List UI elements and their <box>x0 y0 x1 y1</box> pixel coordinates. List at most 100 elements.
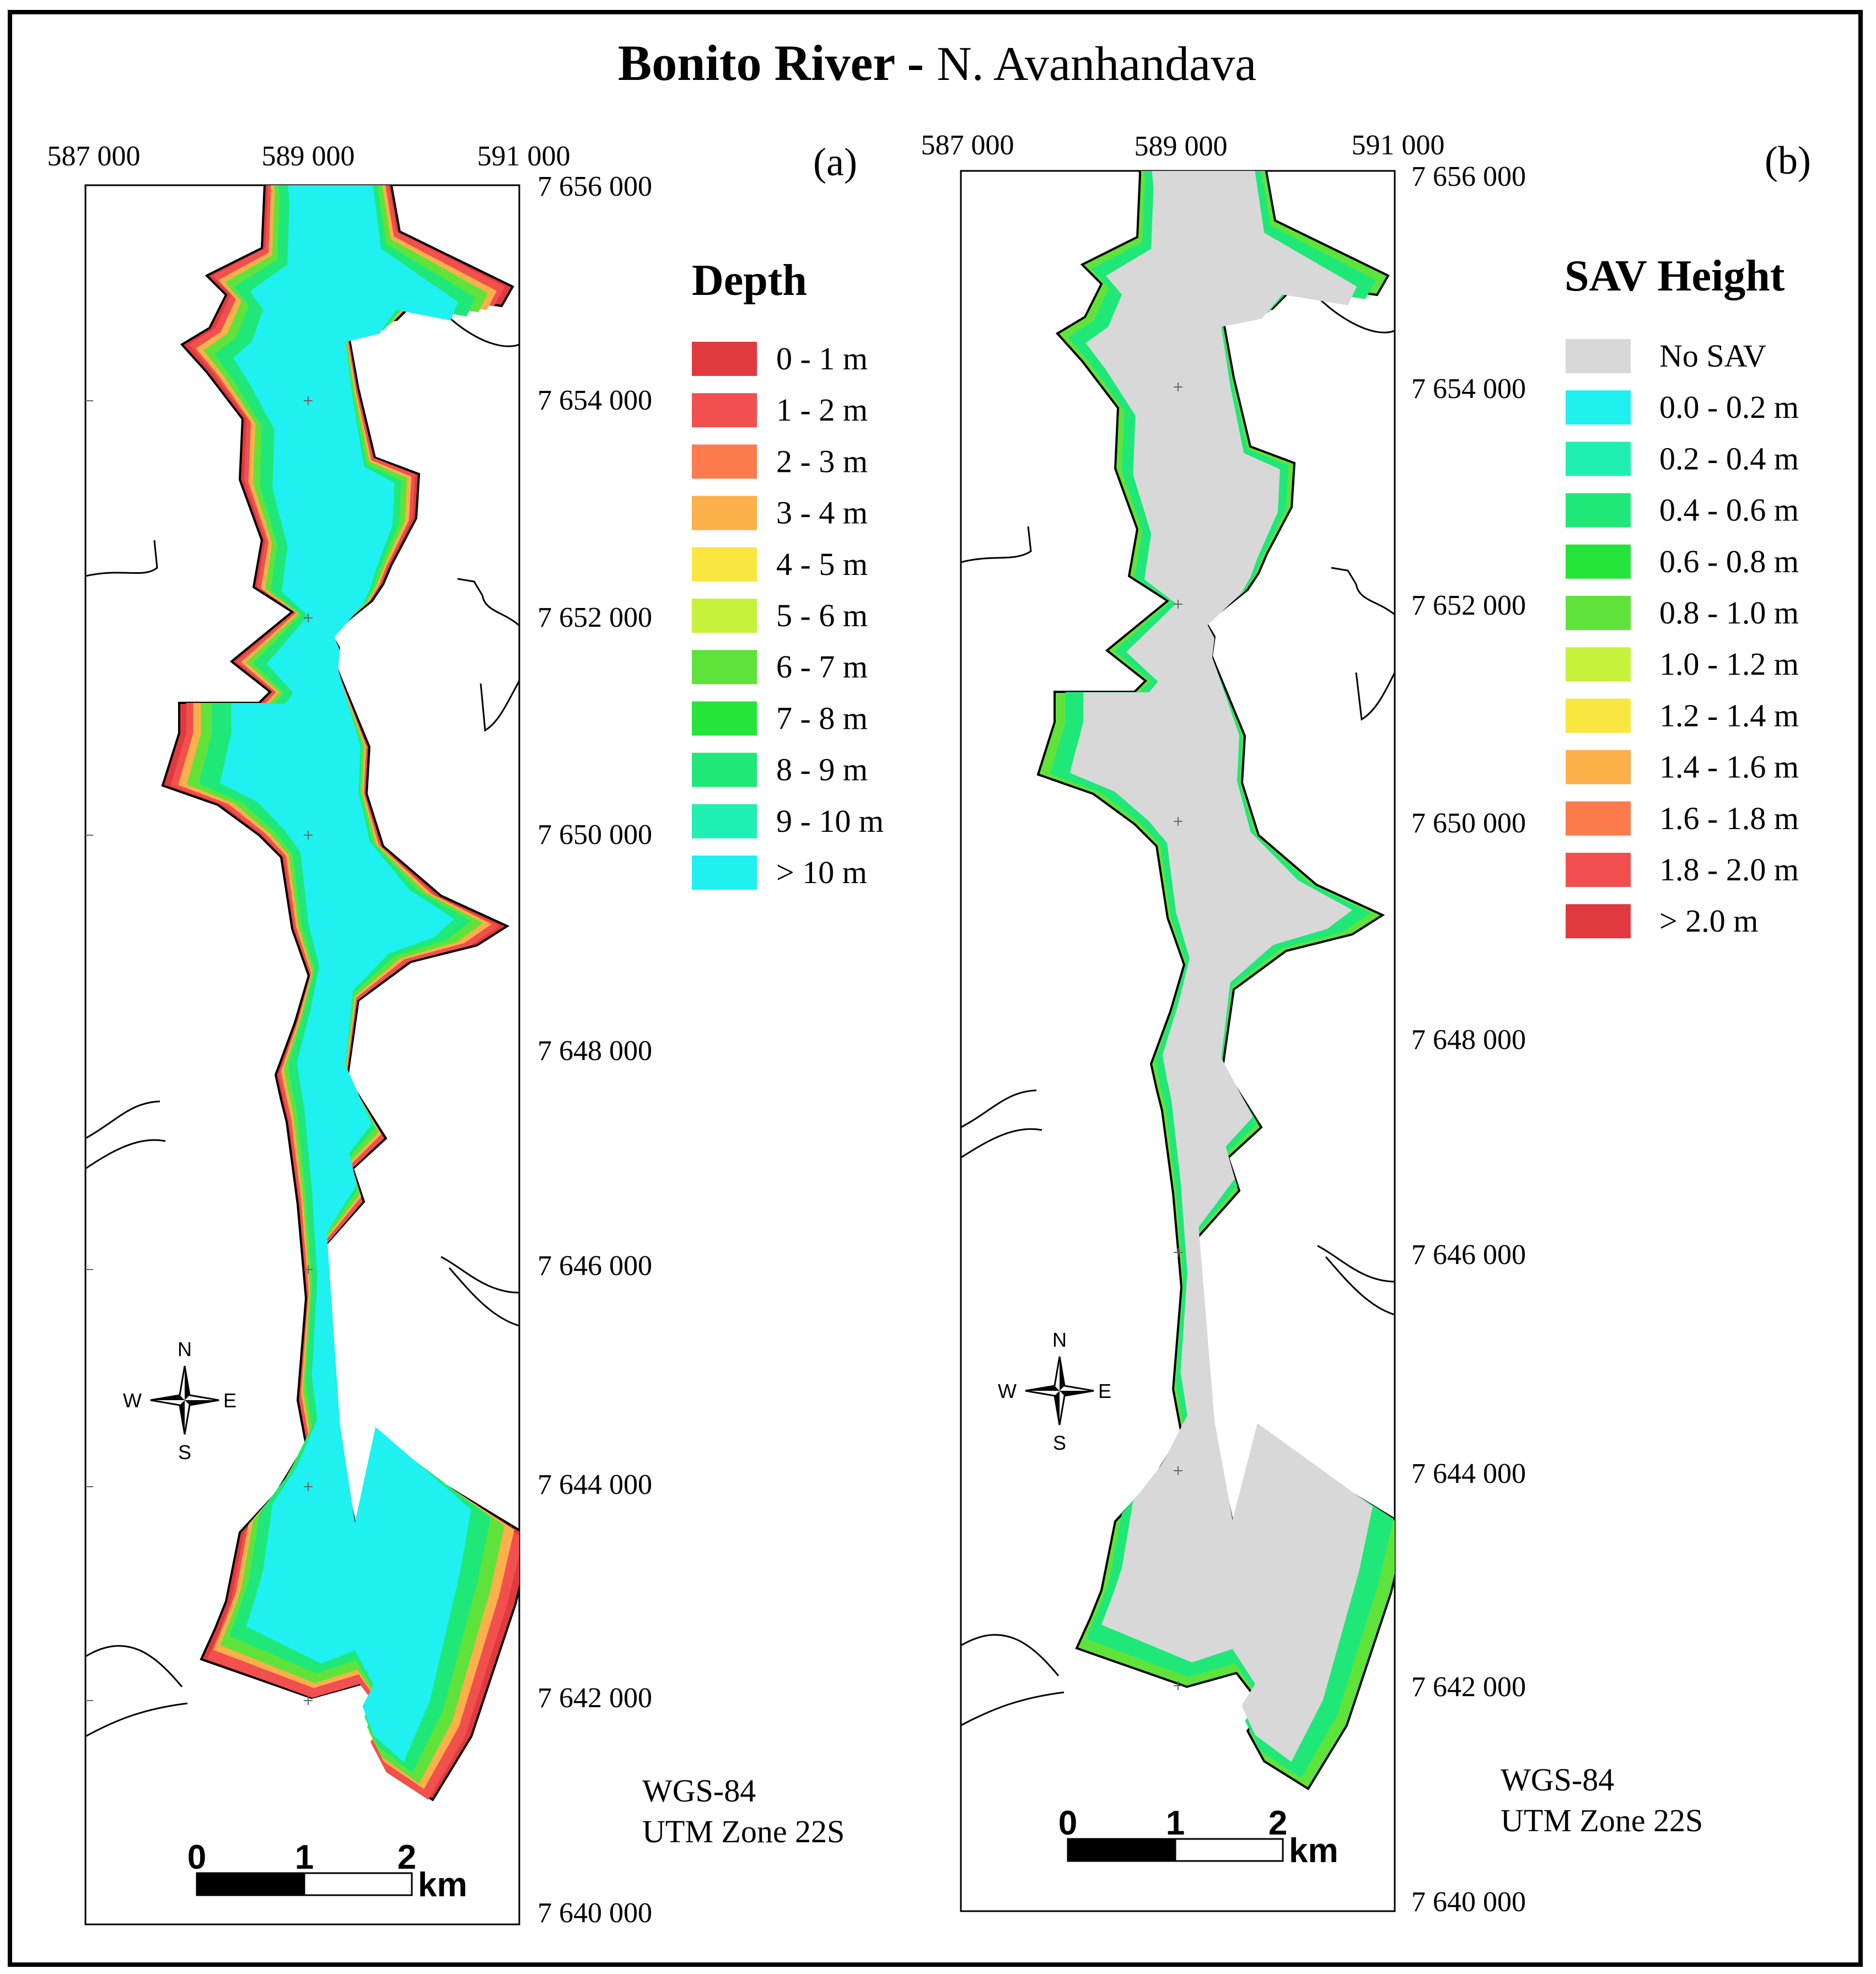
compass-star-fill <box>150 1366 219 1434</box>
x-tick-589000-b: 589 000 <box>1135 131 1228 162</box>
legend-label: 1.6 - 1.8 m <box>1659 800 1799 836</box>
scale-label-2: 2 <box>397 1838 416 1876</box>
datum-line-2-b: UTM Zone 22S <box>1501 1803 1703 1838</box>
x-tick-589000: 589 000 <box>262 141 355 172</box>
scale-label-1: 1 <box>1166 1804 1185 1842</box>
panel-label-a: (a) <box>813 140 857 184</box>
legend-label: 1 - 2 m <box>776 392 868 428</box>
compass-e: E <box>1098 1380 1111 1402</box>
legend-label: 9 - 10 m <box>776 803 884 839</box>
legend-swatch <box>1566 339 1631 373</box>
y-tick-7656000-b: 7 656 000 <box>1411 161 1526 192</box>
legend-label: 8 - 9 m <box>776 752 868 788</box>
legend-label: 1.4 - 1.6 m <box>1659 749 1799 785</box>
compass-s: S <box>1053 1432 1066 1454</box>
legend-label: 1.2 - 1.4 m <box>1659 697 1799 733</box>
legend-label: 7 - 8 m <box>776 700 868 736</box>
legend-swatch <box>1566 493 1631 528</box>
y-tick-7654000-b: 7 654 000 <box>1411 373 1526 405</box>
datum-line-1-a: WGS-84 <box>642 1773 756 1809</box>
y-tick-7646000: 7 646 000 <box>537 1250 652 1282</box>
y-tick-7640000-b: 7 640 000 <box>1411 1886 1526 1918</box>
legend-label: 0 - 1 m <box>776 341 868 376</box>
legend-label: 1.0 - 1.2 m <box>1659 646 1799 682</box>
y-tick-7650000: 7 650 000 <box>537 819 652 851</box>
scale-label-2: 2 <box>1268 1804 1287 1842</box>
x-tick-587000: 587 000 <box>47 141 141 172</box>
y-tick-7652000-b: 7 652 000 <box>1411 590 1526 621</box>
legend-swatch <box>692 496 757 530</box>
x-tick-587000-b: 587 000 <box>921 130 1014 161</box>
compass-b: N S W E <box>998 1328 1111 1454</box>
legend-swatch <box>692 650 757 685</box>
scale-label-km: km <box>1289 1832 1339 1870</box>
figure-title: Bonito River - N. Avanhandava <box>618 35 1256 91</box>
compass-n: N <box>1052 1328 1067 1351</box>
legend-swatch <box>692 701 757 736</box>
x-tick-591000: 591 000 <box>477 141 571 172</box>
legend-swatch <box>692 547 757 582</box>
scale-segment-black <box>1067 1838 1176 1862</box>
panel-b: 587 000 589 000 591 000 (b) <box>921 130 1811 1918</box>
scale-segment-white <box>303 1872 413 1896</box>
legend-title-a: Depth <box>692 256 807 305</box>
x-tick-591000-b: 591 000 <box>1352 130 1445 161</box>
compass-star-fill <box>1025 1357 1094 1425</box>
legend-label: 4 - 5 m <box>776 546 868 582</box>
legend-swatch <box>692 342 757 376</box>
y-tick-7644000-b: 7 644 000 <box>1411 1458 1526 1489</box>
panel-label-b: (b) <box>1765 138 1811 182</box>
legend-swatch <box>1566 904 1631 939</box>
shoreline-lines-b <box>961 171 1395 1726</box>
scale-label-km: km <box>418 1866 467 1904</box>
legend-swatch <box>1566 750 1631 784</box>
scale-segment-white <box>1174 1838 1284 1862</box>
y-tick-7646000-b: 7 646 000 <box>1411 1239 1526 1271</box>
y-tick-7648000: 7 648 000 <box>537 1035 652 1067</box>
legend-label: 1.8 - 2.0 m <box>1659 852 1799 888</box>
scale-segment-black <box>196 1872 305 1896</box>
legend-label: 0.4 - 0.6 m <box>1659 492 1799 528</box>
legend-label: 5 - 6 m <box>776 598 868 633</box>
legend-swatch <box>1566 801 1631 836</box>
y-tick-7644000: 7 644 000 <box>537 1469 652 1500</box>
legend-label: 3 - 4 m <box>776 495 868 531</box>
legend-swatch <box>1566 544 1631 579</box>
title-sub: N. Avanhandava <box>937 37 1256 91</box>
legend-swatch <box>1566 442 1631 476</box>
compass-w: W <box>998 1380 1017 1402</box>
compass-n: N <box>178 1338 192 1360</box>
y-tick-7656000: 7 656 000 <box>537 171 652 202</box>
legend-swatch <box>692 599 757 633</box>
legend-swatch <box>692 444 757 479</box>
legend-b: No SAV 0.0 - 0.2 m 0.2 - 0.4 m 0.4 - 0.6 m 0… <box>1566 338 1799 939</box>
legend-title-b: SAV Height <box>1565 252 1785 300</box>
legend-swatch <box>1566 390 1631 425</box>
legend-swatch <box>1566 647 1631 682</box>
scale-label-0: 0 <box>187 1838 206 1876</box>
legend-label: 2 - 3 m <box>776 443 868 479</box>
y-tick-7652000: 7 652 000 <box>537 602 652 633</box>
legend-label: 6 - 7 m <box>776 649 868 685</box>
grid-marks-b <box>1174 383 1182 1690</box>
scale-label-0: 0 <box>1058 1804 1077 1842</box>
scale-label-1: 1 <box>295 1838 314 1876</box>
legend-label: 0.8 - 1.0 m <box>1659 595 1799 631</box>
outer-border <box>8 10 1863 1967</box>
legend-swatch <box>692 856 757 890</box>
legend-label: No SAV <box>1659 338 1766 374</box>
legend-a: 0 - 1 m 1 - 2 m 2 - 3 m 3 - 4 m 4 - 5 m 5 - 6… <box>692 341 884 890</box>
panel-a: 587 000 589 000 591 000 (a) <box>47 140 884 1929</box>
legend-swatch <box>692 752 757 787</box>
legend-label: 0.6 - 0.8 m <box>1659 544 1799 579</box>
y-tick-7642000-b: 7 642 000 <box>1411 1671 1526 1703</box>
y-tick-7640000: 7 640 000 <box>537 1897 652 1929</box>
y-tick-7642000: 7 642 000 <box>537 1682 652 1714</box>
legend-label: > 2.0 m <box>1659 903 1758 939</box>
grid-marks-a <box>85 396 313 1705</box>
legend-swatch <box>1566 596 1631 630</box>
legend-swatch <box>692 804 757 838</box>
y-tick-7648000-b: 7 648 000 <box>1411 1024 1526 1056</box>
legend-swatch <box>1566 853 1631 887</box>
